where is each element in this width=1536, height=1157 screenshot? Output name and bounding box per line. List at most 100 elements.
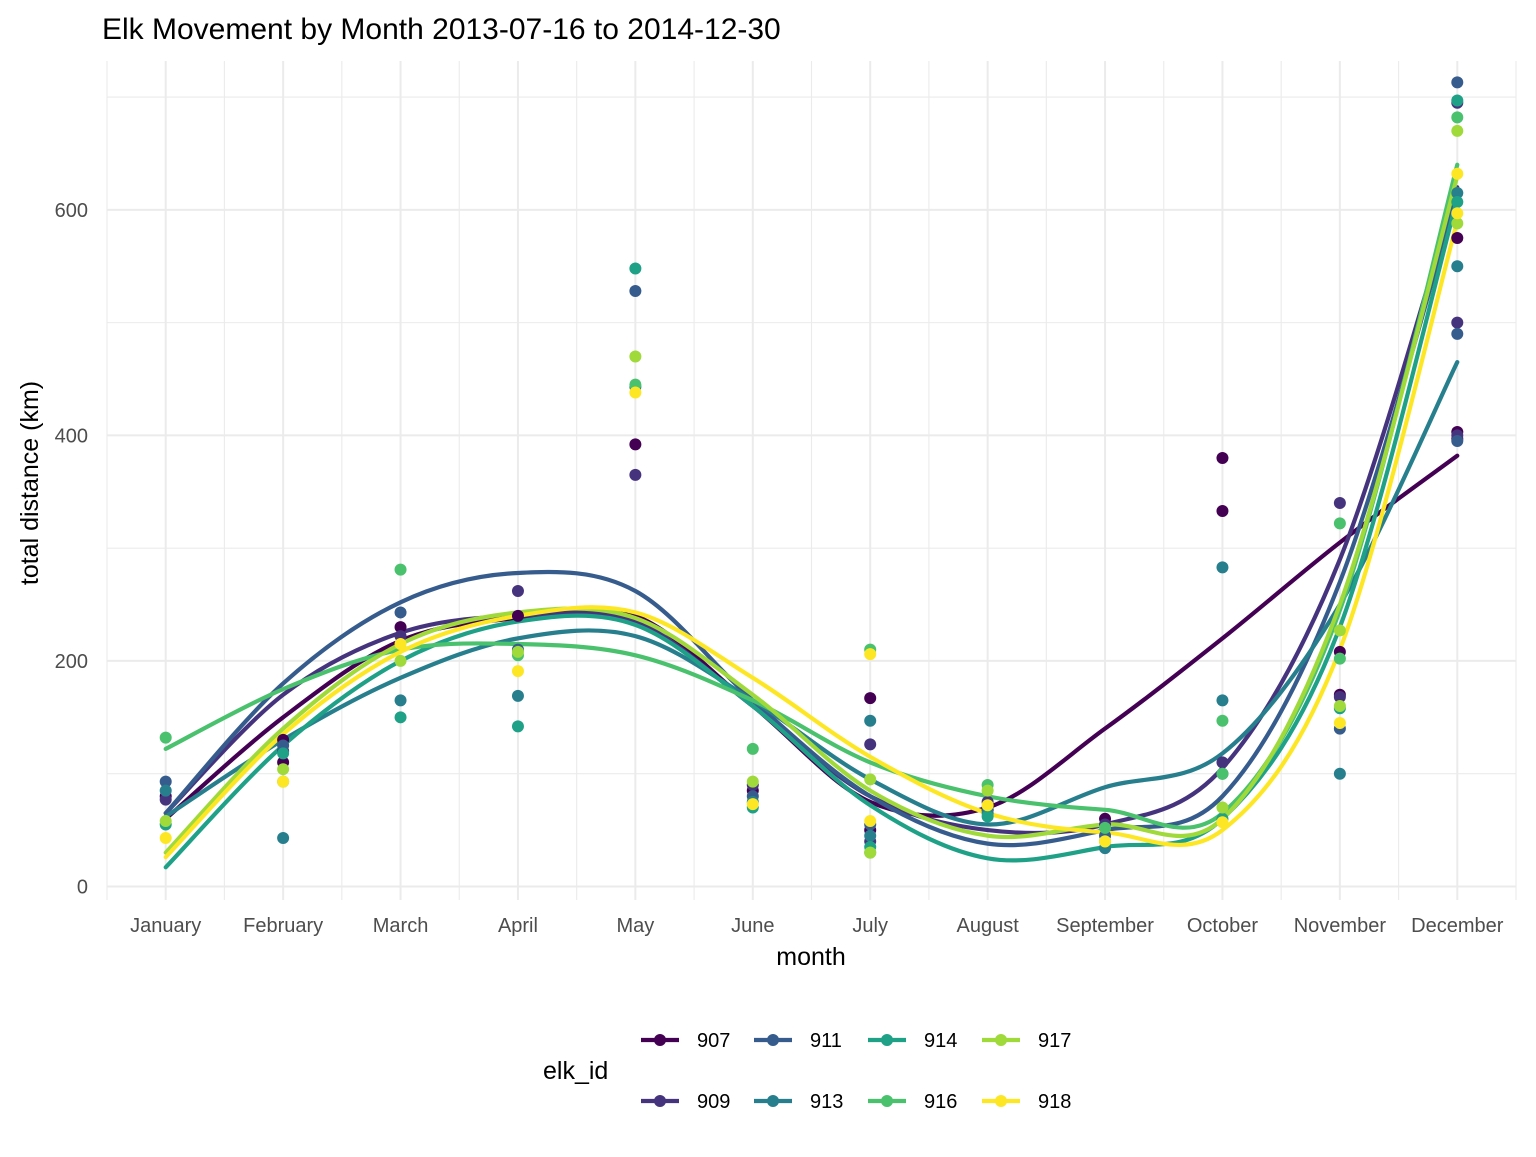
legend-item-917: 917 — [982, 1030, 1071, 1052]
point-elk-914 — [277, 747, 290, 760]
point-elk-913 — [394, 694, 407, 707]
legend-label: 907 — [697, 1030, 730, 1052]
point-elk-913 — [1216, 694, 1229, 707]
point-elk-911 — [629, 285, 642, 298]
point-elk-917 — [981, 784, 994, 797]
legend-key-point — [767, 1034, 779, 1046]
x-tick-label: July — [852, 915, 888, 937]
legend-item-911: 911 — [754, 1030, 842, 1052]
point-elk-907 — [394, 621, 407, 634]
point-elk-917 — [277, 763, 290, 776]
x-tick-label: December — [1411, 915, 1504, 937]
legend-key-point — [995, 1034, 1007, 1046]
point-elk-911 — [1451, 327, 1464, 340]
y-tick-label: 0 — [77, 876, 88, 898]
point-elk-916 — [746, 742, 759, 755]
legend-label: 913 — [810, 1091, 843, 1113]
smooth-line-elk-913 — [163, 359, 1460, 827]
legend-key-point — [654, 1034, 666, 1046]
point-elk-913 — [1451, 186, 1464, 199]
point-elk-918 — [746, 798, 759, 811]
x-tick-label: November — [1294, 915, 1387, 937]
point-elk-916 — [1216, 767, 1229, 780]
point-elk-917 — [629, 350, 642, 363]
point-elk-918 — [1451, 207, 1464, 220]
x-tick-label: August — [956, 915, 1019, 937]
point-elk-909 — [1216, 756, 1229, 769]
point-elk-907 — [1216, 451, 1229, 464]
point-elk-913 — [277, 831, 290, 844]
point-elk-917 — [746, 775, 759, 788]
point-elk-918 — [1333, 716, 1346, 729]
x-axis-title: month — [776, 943, 845, 971]
smooth-line-elk-918 — [163, 219, 1460, 860]
legend-key-point — [767, 1095, 779, 1107]
point-elk-916 — [1451, 111, 1464, 124]
smooth-line-elk-914 — [163, 196, 1460, 870]
point-elk-918 — [159, 831, 172, 844]
point-elk-916 — [1216, 714, 1229, 727]
point-elk-907 — [511, 609, 524, 622]
point-elk-914 — [1451, 94, 1464, 107]
legend-label: 916 — [924, 1091, 957, 1113]
point-elk-913 — [1451, 260, 1464, 273]
legend-label: 914 — [924, 1030, 957, 1052]
legend-label: 917 — [1038, 1030, 1071, 1052]
point-elk-917 — [864, 846, 877, 859]
y-tick-labels: 0 200 400 600 — [55, 200, 88, 899]
point-elk-917 — [159, 815, 172, 828]
smooth-lines — [163, 162, 1460, 870]
point-elk-918 — [394, 638, 407, 651]
point-elk-918 — [864, 815, 877, 828]
x-tick-label: February — [243, 915, 323, 937]
point-elk-909 — [629, 468, 642, 481]
point-elk-914 — [511, 720, 524, 733]
point-elk-911 — [1451, 76, 1464, 89]
legend-key-point — [881, 1095, 893, 1107]
point-elk-911 — [1451, 435, 1464, 448]
x-tick-label: May — [616, 915, 654, 937]
grid — [106, 61, 1517, 900]
point-elk-911 — [394, 606, 407, 619]
point-elk-914 — [394, 711, 407, 724]
point-elk-917 — [1451, 124, 1464, 137]
point-elk-913 — [1333, 767, 1346, 780]
smooth-line-elk-917 — [163, 173, 1460, 855]
point-elk-917 — [1451, 217, 1464, 230]
point-elk-918 — [511, 665, 524, 678]
x-tick-label: October — [1187, 915, 1258, 937]
chart-title: Elk Movement by Month 2013-07-16 to 2014… — [102, 13, 781, 46]
y-axis-title: total distance (km) — [16, 381, 44, 585]
point-elk-907 — [1216, 504, 1229, 517]
point-elk-918 — [1216, 816, 1229, 829]
point-elk-918 — [1099, 835, 1112, 848]
point-elk-913 — [864, 829, 877, 842]
point-elk-916 — [1099, 821, 1112, 834]
point-elk-918 — [629, 386, 642, 399]
point-elk-917 — [864, 773, 877, 786]
point-elk-909 — [1451, 316, 1464, 329]
point-elk-918 — [277, 775, 290, 788]
point-elk-918 — [981, 799, 994, 812]
legend-key-point — [995, 1095, 1007, 1107]
legend-title: elk_id — [543, 1057, 608, 1085]
point-elk-918 — [864, 648, 877, 661]
point-elk-907 — [629, 438, 642, 451]
legend-item-907: 907 — [641, 1030, 730, 1052]
point-elk-918 — [1451, 167, 1464, 180]
point-elk-909 — [159, 793, 172, 806]
point-elk-916 — [159, 731, 172, 744]
legend-label: 918 — [1038, 1091, 1071, 1113]
point-elk-917 — [1333, 624, 1346, 637]
point-elk-913 — [1216, 561, 1229, 574]
point-elk-914 — [981, 810, 994, 823]
point-elk-909 — [511, 585, 524, 598]
point-elk-917 — [1333, 700, 1346, 713]
legend-key-point — [881, 1034, 893, 1046]
x-tick-labels: January February March April May June July Augu… — [130, 915, 1504, 937]
legend: elk_id 907 909 911 913 914 916 917 918 — [543, 1030, 1071, 1113]
legend-item-918: 918 — [982, 1091, 1071, 1113]
point-elk-909 — [1333, 497, 1346, 510]
point-elk-911 — [159, 775, 172, 788]
x-tick-label: September — [1056, 915, 1154, 937]
